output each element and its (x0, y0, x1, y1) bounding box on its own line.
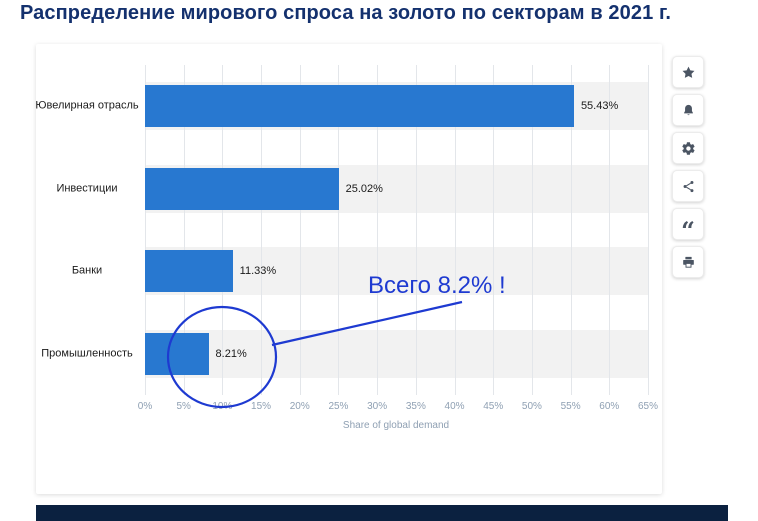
settings-button[interactable] (672, 132, 704, 164)
bar (145, 167, 339, 210)
gridline (493, 65, 495, 395)
bar (145, 332, 209, 375)
gridline (454, 65, 456, 395)
favorite-button[interactable] (672, 56, 704, 88)
x-tick-label: 65% (637, 401, 658, 412)
x-axis-title: Share of global demand (342, 420, 450, 431)
gridline (377, 65, 379, 395)
gear-icon (681, 141, 695, 155)
alerts-button[interactable] (672, 94, 704, 126)
gridline (609, 65, 611, 395)
bar (145, 250, 233, 293)
x-tick-label: 20% (289, 401, 310, 412)
printer-icon (682, 256, 694, 268)
annotation-text: Всего 8.2% ! (368, 272, 506, 299)
gridline (570, 65, 572, 395)
print-button[interactable] (672, 246, 704, 278)
x-tick-label: 15% (251, 401, 272, 412)
cite-button[interactable]: “ (672, 208, 704, 243)
value-label: 55.43% (580, 100, 619, 113)
x-tick-label: 0% (137, 401, 153, 412)
x-tick-label: 10% (212, 401, 233, 412)
x-tick-label: 45% (483, 401, 504, 412)
bell-icon (683, 104, 693, 115)
category-label: Ювелирная отрасль (35, 99, 139, 112)
footer-bar (36, 505, 728, 521)
page-title: Распределение мирового спроса на золото … (20, 2, 672, 24)
x-tick-label: 25% (328, 401, 349, 412)
x-tick-label: 30% (367, 401, 388, 412)
x-tick-label: 40% (444, 401, 465, 412)
gridline (299, 65, 301, 395)
gridline (338, 65, 340, 395)
share-icon (683, 180, 693, 192)
gridline (183, 65, 185, 395)
category-label: Инвестиции (56, 182, 118, 195)
star-icon (682, 66, 694, 78)
category-label: Банки (71, 264, 103, 277)
category-label: Промышленность (41, 347, 133, 360)
x-tick-label: 5% (176, 401, 191, 412)
gridline (222, 65, 224, 395)
gridline (415, 65, 417, 395)
gridline (261, 65, 263, 395)
gridline (648, 65, 649, 395)
gridline (531, 65, 533, 395)
value-label: 11.33% (239, 265, 277, 278)
plot-area: 55.43% 25.02% 11.33% 8.21% (145, 65, 649, 395)
bar (145, 85, 574, 128)
gridline (145, 65, 146, 395)
x-tick-label: 60% (599, 401, 620, 412)
value-label: 8.21% (215, 347, 247, 360)
x-tick-label: 50% (521, 401, 542, 412)
share-button[interactable] (672, 170, 704, 202)
x-tick-label: 55% (560, 401, 581, 412)
x-tick-label: 35% (405, 401, 426, 412)
value-label: 25.02% (345, 182, 383, 195)
